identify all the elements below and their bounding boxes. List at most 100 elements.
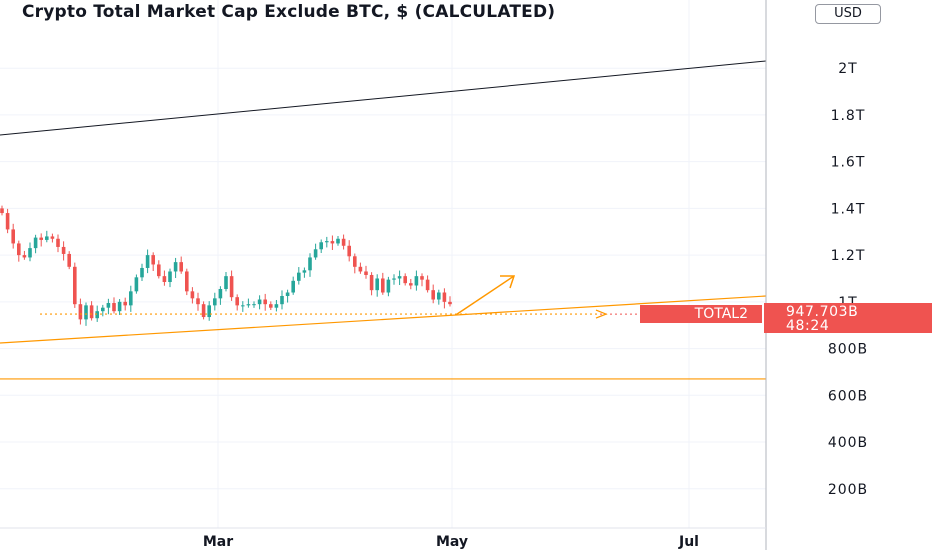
candle-body bbox=[420, 276, 424, 280]
candle bbox=[140, 263, 144, 282]
candle bbox=[95, 305, 99, 322]
candle-body bbox=[257, 299, 262, 305]
candle-body bbox=[123, 301, 127, 306]
candle bbox=[381, 272, 385, 295]
candle-body bbox=[319, 242, 323, 250]
candle-body bbox=[112, 303, 116, 312]
candle-body bbox=[229, 276, 234, 298]
candle-body bbox=[157, 264, 161, 277]
candle bbox=[0, 205, 4, 216]
candle bbox=[241, 301, 245, 312]
candle-body bbox=[218, 288, 223, 299]
candle bbox=[67, 251, 71, 270]
up-arrow-line bbox=[456, 275, 515, 315]
candle-body bbox=[448, 301, 452, 305]
y-tick-label: 1.8T bbox=[831, 108, 866, 124]
candle-body bbox=[442, 292, 447, 302]
candle bbox=[347, 240, 351, 262]
y-tick-label: 2T bbox=[838, 61, 857, 77]
candle-body bbox=[173, 262, 178, 272]
candle bbox=[190, 287, 195, 304]
candle bbox=[246, 298, 251, 308]
candle bbox=[129, 285, 133, 312]
candle bbox=[409, 278, 413, 290]
candle-body bbox=[201, 304, 206, 318]
candle-body bbox=[39, 237, 43, 240]
candle-body bbox=[397, 276, 402, 279]
candle-body bbox=[330, 241, 335, 244]
candle bbox=[353, 253, 357, 274]
candle-body bbox=[45, 236, 49, 240]
ascending-trend-line bbox=[0, 295, 767, 344]
candle bbox=[291, 276, 295, 295]
candle bbox=[185, 268, 189, 296]
y-tick-label: 1.4T bbox=[831, 201, 866, 217]
candle bbox=[341, 234, 346, 250]
candle bbox=[319, 239, 323, 254]
x-axis[interactable]: Mar May Jul bbox=[0, 527, 766, 550]
candle bbox=[420, 273, 424, 287]
candle bbox=[414, 270, 419, 291]
candle bbox=[179, 256, 183, 274]
candle-body bbox=[414, 276, 419, 286]
candle bbox=[112, 297, 116, 314]
candle bbox=[448, 296, 452, 307]
candle bbox=[235, 294, 239, 311]
candle-body bbox=[22, 255, 27, 258]
candle bbox=[313, 243, 318, 260]
candle-body bbox=[168, 271, 172, 282]
y-tick-label: 200B bbox=[828, 482, 868, 498]
candle bbox=[101, 304, 105, 317]
candle-body bbox=[28, 248, 32, 258]
candle-body bbox=[134, 277, 139, 292]
last-price-value: 947.703B bbox=[786, 304, 859, 320]
candles-layer bbox=[0, 205, 452, 326]
candle bbox=[431, 284, 435, 304]
candle-body bbox=[11, 229, 15, 244]
x-tick-label: May bbox=[436, 534, 468, 550]
candle bbox=[437, 289, 441, 305]
candle-body bbox=[140, 267, 144, 278]
candle-body bbox=[207, 305, 211, 318]
candle bbox=[325, 236, 329, 248]
candle bbox=[201, 301, 206, 320]
candle bbox=[397, 270, 402, 286]
candle bbox=[280, 290, 284, 310]
candle-body bbox=[353, 256, 357, 267]
candle-body bbox=[308, 257, 312, 271]
candle bbox=[196, 292, 200, 311]
y-axis[interactable]: 200B400B600B800B1T1.2T1.4T1.6T1.8T2T2.2T bbox=[765, 0, 868, 550]
candle-body bbox=[325, 241, 329, 243]
candle bbox=[386, 276, 391, 297]
candle bbox=[28, 242, 32, 262]
candle-body bbox=[403, 276, 407, 284]
candle bbox=[123, 297, 127, 311]
candle bbox=[425, 275, 430, 293]
x-tick-label: Mar bbox=[203, 534, 233, 550]
y-tick-label: 1.2T bbox=[831, 248, 866, 264]
candle-body bbox=[50, 236, 55, 239]
y-tick-label: 400B bbox=[828, 435, 868, 451]
right-arrow-head bbox=[595, 309, 608, 319]
candle-body bbox=[196, 298, 200, 305]
candle-body bbox=[162, 276, 167, 282]
candle-body bbox=[0, 208, 4, 214]
last-price-label: 947.703B 48:24 bbox=[764, 303, 932, 334]
candle-body bbox=[263, 299, 267, 305]
candle bbox=[224, 271, 228, 292]
candle bbox=[45, 230, 49, 243]
candle bbox=[33, 234, 38, 254]
candle bbox=[73, 262, 77, 308]
candle bbox=[364, 265, 368, 279]
candle-body bbox=[185, 271, 189, 292]
currency-button[interactable]: USD bbox=[815, 4, 881, 24]
up-arrow-head bbox=[500, 275, 516, 289]
candle-body bbox=[73, 266, 77, 305]
candle bbox=[56, 234, 60, 253]
candle-body bbox=[375, 278, 379, 291]
candle-body bbox=[78, 304, 83, 320]
candle-body bbox=[269, 304, 273, 308]
candle bbox=[157, 260, 161, 279]
candle-body bbox=[425, 279, 430, 291]
